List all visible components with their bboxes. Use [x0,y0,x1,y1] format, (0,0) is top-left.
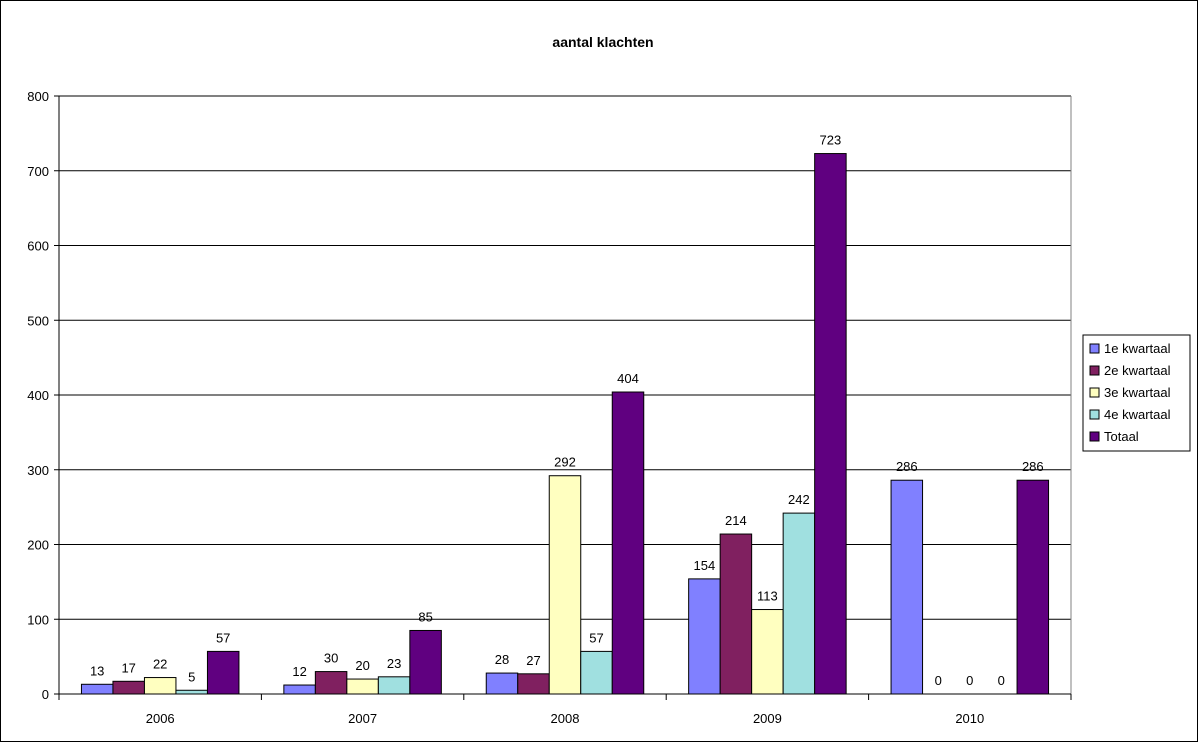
data-label: 286 [896,459,918,474]
legend-swatch [1089,365,1100,376]
bar [409,629,442,695]
data-label: 23 [387,656,401,671]
data-label: 12 [292,664,306,679]
legend-swatch [1089,387,1100,398]
y-axis: 0 100 200 300 400 500 600 700 800 [27,89,60,702]
legend-swatch [1089,343,1100,354]
bar [611,391,645,695]
bar [719,533,753,695]
bar [206,650,240,695]
data-label: 154 [694,558,716,573]
data-label: 242 [788,492,810,507]
data-label: 5 [188,669,195,684]
bar [782,512,816,695]
data-labels: 13 12 28 154 286 17 30 27 214 0 22 20 292 113 0 5 23 57 24… [90,133,1044,688]
data-label: 404 [617,371,639,386]
bar [485,672,519,695]
legend-box [1082,334,1191,452]
bar [80,683,114,695]
data-label: 27 [526,653,540,668]
data-label: 85 [418,609,432,624]
data-label: 30 [324,651,338,666]
legend-swatch [1089,409,1100,420]
bar [314,671,348,695]
bar [688,578,721,695]
data-label: 57 [589,630,603,645]
bar [377,676,411,695]
x-tick-label: 2008 [551,711,580,726]
x-tick-label: 2009 [753,711,782,726]
data-label: 20 [355,658,369,673]
bar [751,609,784,695]
legend-label: 1e kwartaal [1104,341,1171,356]
bar [548,475,582,695]
data-label: 0 [966,673,973,688]
data-label: 286 [1022,459,1044,474]
y-tick-label: 500 [27,313,49,328]
data-label: 22 [153,657,167,672]
data-label: 0 [998,673,1005,688]
bar [112,680,145,695]
x-tick-label: 2006 [146,711,175,726]
y-tick-label: 0 [42,687,49,702]
bar [175,689,208,695]
y-tick-label: 400 [27,388,49,403]
y-tick-label: 200 [27,538,49,553]
legend-label: Totaal [1104,429,1139,444]
data-label: 17 [121,660,135,675]
bar [1016,479,1050,695]
bar [346,678,379,695]
data-label: 723 [820,133,842,148]
y-tick-label: 100 [27,612,49,627]
data-label: 13 [90,663,104,678]
data-label: 0 [935,673,942,688]
x-tick-label: 2010 [955,711,984,726]
y-tick-label: 600 [27,239,49,254]
legend: 1e kwartaal 2e kwartaal 3e kwartaal 4e kwar… [1082,334,1191,452]
bar [283,684,316,695]
data-label: 292 [554,455,576,470]
data-label: 113 [757,589,778,604]
x-axis: 2006 2007 2008 2009 2010 [58,693,1072,726]
y-tick-label: 300 [27,463,49,478]
legend-swatch [1089,431,1100,442]
bar [143,677,177,695]
legend-label: 4e kwartaal [1104,407,1171,422]
legend-label: 3e kwartaal [1104,385,1171,400]
y-tick-label: 700 [27,164,49,179]
x-tick-label: 2007 [348,711,377,726]
chart-title: aantal klachten [552,34,653,50]
bar [517,673,550,695]
data-label: 214 [725,513,747,528]
bars [80,153,1050,695]
gridlines [59,95,1072,694]
bar [580,650,613,695]
bar [890,479,924,695]
legend-label: 2e kwartaal [1104,363,1171,378]
data-label: 28 [495,652,509,667]
y-tick-label: 800 [27,89,49,104]
data-label: 57 [216,630,230,645]
bar [814,153,847,695]
